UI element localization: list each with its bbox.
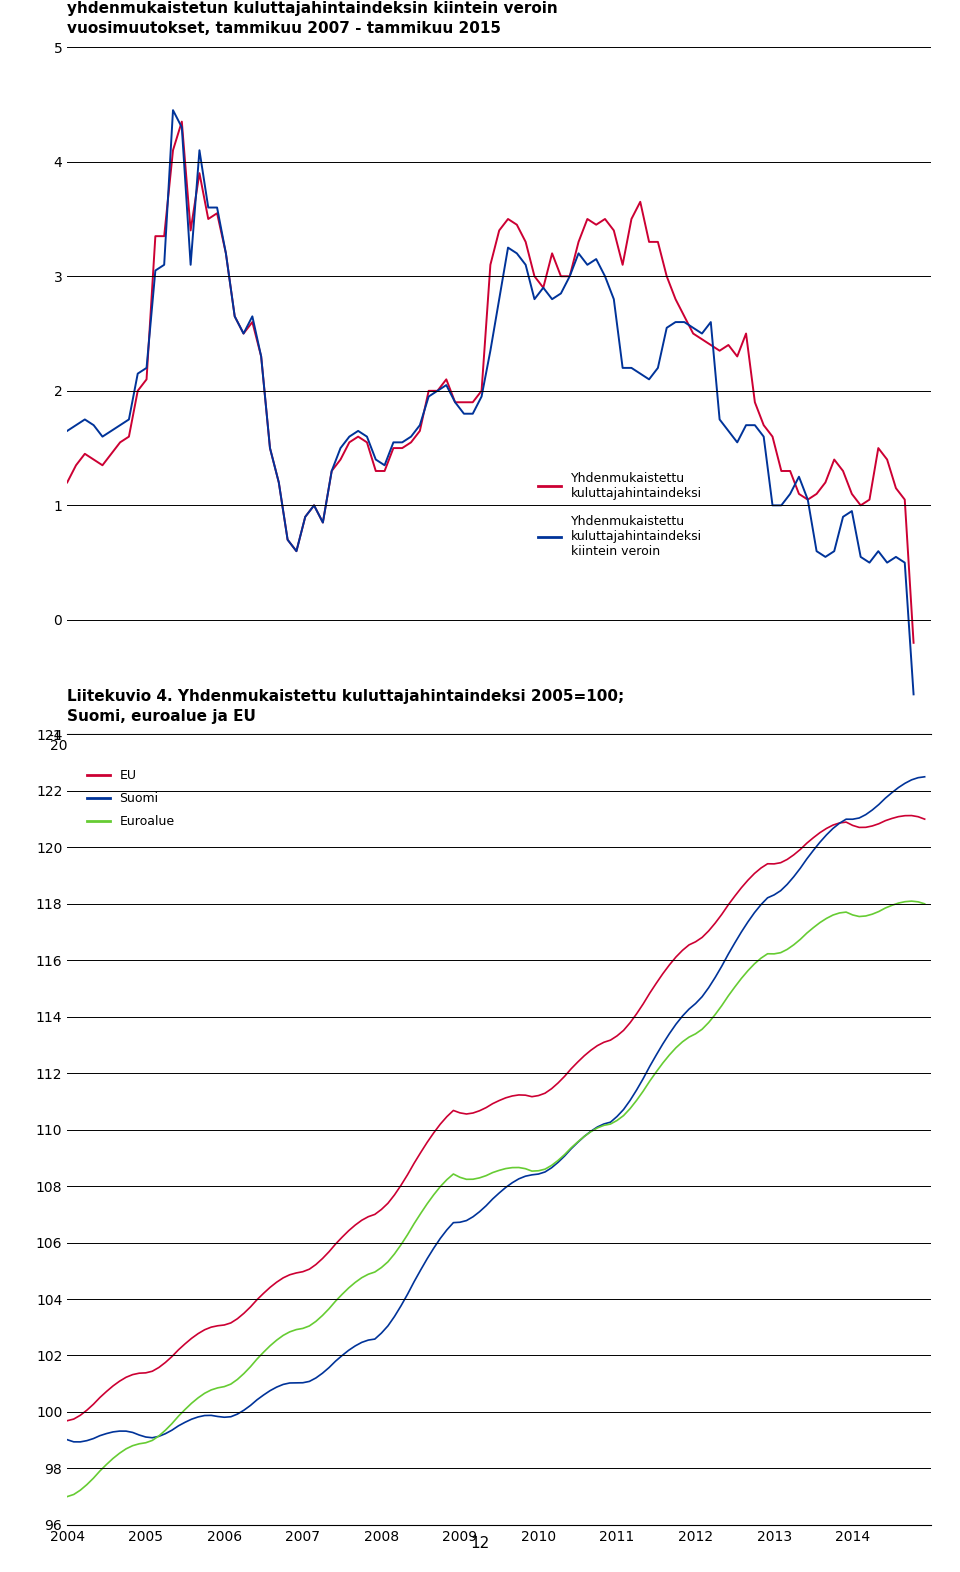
Text: Liitekuvio 4. Yhdenmukaistettu kuluttajahintaindeksi 2005=100;
Suomi, euroalue j: Liitekuvio 4. Yhdenmukaistettu kuluttaja…: [67, 689, 624, 723]
Legend: EU, Suomi, Euroalue: EU, Suomi, Euroalue: [83, 764, 180, 833]
Text: 12: 12: [470, 1536, 490, 1552]
Legend: Yhdenmukaistettu
kuluttajahintaindeksi, Yhdenmukaistettu
kuluttajahintaindeksi
k: Yhdenmukaistettu kuluttajahintaindeksi, …: [534, 467, 707, 563]
Text: Liitekuvio 3. Yhdenmukaistetun kuluttajahintaindeksin ja
yhdenmukaistetun kulutt: Liitekuvio 3. Yhdenmukaistetun kuluttaja…: [67, 0, 561, 36]
